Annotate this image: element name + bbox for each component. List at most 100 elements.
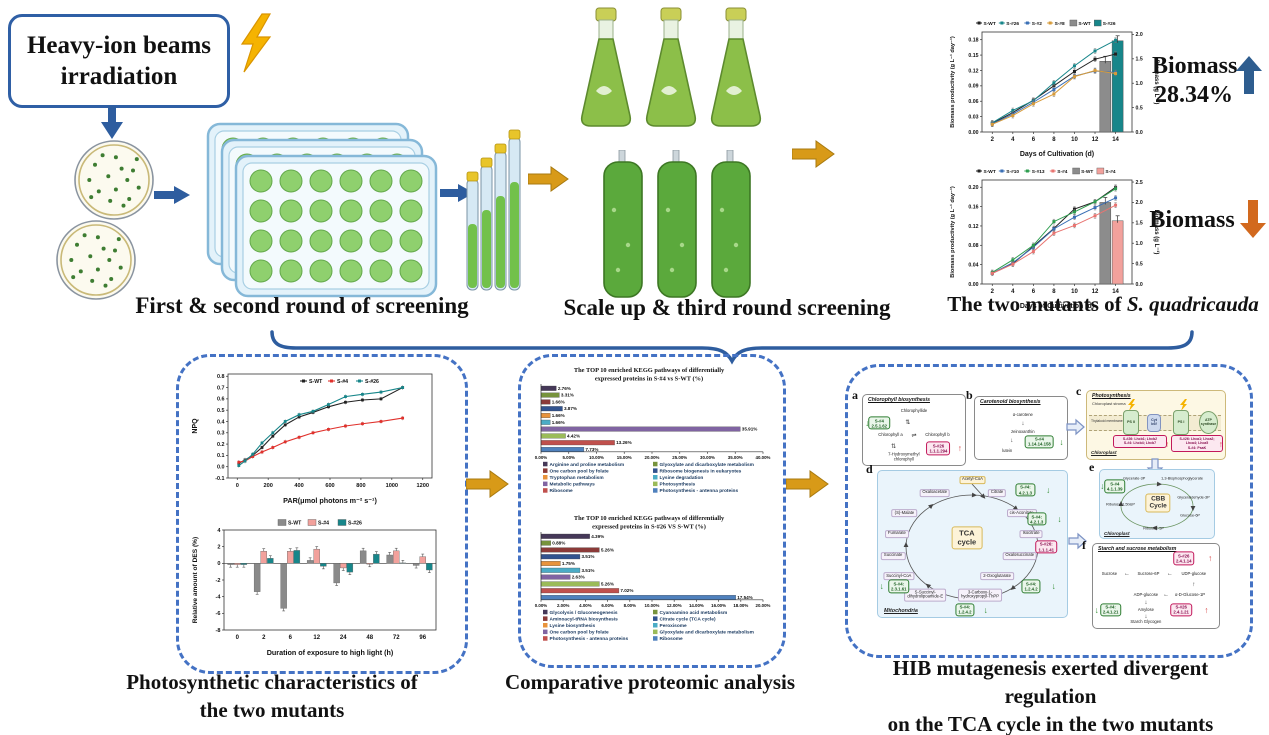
svg-text:20.00%: 20.00% [645,455,660,460]
svg-text:14.00%: 14.00% [689,603,704,608]
chlorophyll-panel: Chlorophyll biosynthesis Chlorophyllide … [862,394,966,466]
flasks-icon [580,7,762,127]
node-glucose-6p: Glucose-6P [1180,513,1200,518]
svg-text:Ribosome: Ribosome [550,488,574,494]
membrane-label: Thylakoid membrane [1091,419,1123,423]
enzyme-box: S-#4 4.1.1.39 [1104,479,1126,493]
chlorophyll-title: Chlorophyll biosynthesis [868,397,930,403]
enzyme-box: S-#26 1.1.1.294 [926,441,951,455]
svg-text:S-#26: S-#26 [348,521,362,527]
atp-synthase: ATP synthase [1199,411,1218,434]
node-starch-glycogen: Starch Glycogen [1130,619,1162,625]
down-trend-icon: ↓ [1045,484,1051,495]
panel-letter-d: d [866,462,873,476]
svg-text:14: 14 [1112,137,1119,143]
biomass-chart-s26: 0.00 0.03 0.06 0.09 0.12 0.15 0.18 0.0 0.5 1.0 1.5… [946,12,1160,164]
caption-hib-line2: on the TCA cycle in the two mutants [887,712,1214,735]
stroma-label: Chloroplast stroma [1092,401,1126,406]
svg-text:0.4: 0.4 [217,419,225,425]
up-trend-icon: ↑ [1218,438,1223,449]
arrow-right-icon [154,186,190,204]
cbb-panel: Glycerate-3P 1,3-Bisphosphoglycerate Gly… [1099,469,1215,539]
svg-text:4: 4 [217,528,221,534]
svg-text:10.00%: 10.00% [645,603,660,608]
carotenoid-title: Carotenoid biosynthesis [980,399,1041,405]
svg-text:0.5: 0.5 [1136,105,1143,111]
cbb-cycle-label: CBB Cycle [1145,493,1171,513]
mitochondria-label: Mitochondria [884,608,918,614]
hib-line2: irradiation [60,63,178,90]
caption-photo-line1: Photosynthetic characteristics of [126,670,418,694]
svg-text:25.00%: 25.00% [672,455,687,460]
enzyme-box: S-#26: 1.1.1.41 [1035,540,1057,554]
svg-text:30.00%: 30.00% [700,455,715,460]
node-thpp: 3-Carboxy-1- hydroxypropyl-ThPP [958,588,1003,602]
svg-text:Relative amount of DES (%): Relative amount of DES (%) [192,537,199,623]
arrow-up-icon [1236,56,1262,94]
svg-text:S-#4: S-#4 [1105,169,1115,175]
svg-text:The TOP 10 enriched KEGG pathw: The TOP 10 enriched KEGG pathways of dif… [574,515,725,522]
block-arrow-right-icon [466,470,509,498]
svg-text:6: 6 [1032,289,1036,295]
enzyme-box: S-#4 2.5.1.62 [868,416,891,430]
svg-text:200: 200 [264,483,273,489]
svg-text:8: 8 [1052,137,1056,143]
svg-text:0.6: 0.6 [217,397,225,403]
node-oxalosuccinate: Oxalosuccinate [1002,551,1038,560]
up-trend-icon: ↑ [1208,553,1213,564]
node-citrate: Citrate [987,488,1007,497]
svg-text:Biomass productivity (g L⁻¹ da: Biomass productivity (g L⁻¹ day⁻¹) [949,36,956,128]
svg-text:6: 6 [289,635,293,641]
svg-text:72: 72 [393,635,400,641]
petri-dish-icon [74,140,154,220]
svg-text:Duration of exposure to high l: Duration of exposure to high light (h) [267,648,394,657]
kegg-chart-s4: The TOP 10 enriched KEGG pathways of dif… [527,364,771,510]
svg-text:4: 4 [1011,137,1015,143]
svg-text:0.2: 0.2 [217,442,225,448]
svg-text:Glyoxylate and dicarboxylate m: Glyoxylate and dicarboxylate metabolism [660,462,754,468]
svg-text:6: 6 [1032,137,1036,143]
svg-text:2: 2 [217,544,220,550]
svg-text:Photosynthesis - antenna prote: Photosynthesis - antenna proteins [660,488,739,494]
svg-text:10.00%: 10.00% [589,455,604,460]
svg-text:S-WT: S-WT [309,379,323,385]
svg-text:S-#4: S-#4 [1057,169,1067,175]
panel-letter-e: e [1089,460,1095,474]
node-amylose: Amylose [1137,606,1154,612]
caption-photo-line2: the two mutants [199,698,345,722]
svg-text:0.16: 0.16 [968,204,978,210]
svg-text:0.00: 0.00 [968,282,978,288]
node-chlorophyll-b: Chlorophyll b [925,432,950,438]
up-trend-icon: ↑ [957,442,963,453]
svg-text:5.00%: 5.00% [563,455,576,460]
block-arrow-right-icon [786,470,829,498]
svg-text:0.00: 0.00 [968,130,978,136]
proteomics-panel-box [518,354,786,668]
svg-text:8: 8 [1052,289,1056,295]
svg-text:0.15: 0.15 [968,53,978,59]
svg-text:2.63%: 2.63% [572,575,585,580]
node-s-succinyl: S-Succinyl-dihydrolipoamide-E [904,588,947,602]
svg-text:2.0: 2.0 [1136,200,1143,206]
svg-text:96: 96 [419,635,426,641]
node-zeinoxanthin: zeinoxanthin [1011,428,1035,434]
svg-text:15.00%: 15.00% [617,455,632,460]
svg-text:1.66%: 1.66% [552,413,565,418]
svg-text:6.00%: 6.00% [601,603,614,608]
svg-text:0.03: 0.03 [968,114,978,120]
svg-text:3.51%: 3.51% [581,554,594,559]
svg-text:0.5: 0.5 [217,408,225,414]
svg-text:24: 24 [340,635,347,641]
svg-text:0.06: 0.06 [968,99,978,105]
up-trend-icon: ↑ [1164,438,1170,449]
down-trend-icon: ↓ [1059,436,1064,447]
svg-text:0.12: 0.12 [968,68,978,74]
svg-text:1200: 1200 [417,483,429,489]
svg-text:Biomass (g L⁻¹): Biomass (g L⁻¹) [1153,60,1160,105]
node-chlorophyll-a: Chlorophyll a [878,432,903,438]
arrow-right-icon [440,184,474,202]
node-2-oxoglutarate: 2-Oxoglutarate [980,572,1014,581]
svg-text:18.00%: 18.00% [733,603,748,608]
svg-text:Ribosome: Ribosome [660,636,684,642]
svg-text:8.00%: 8.00% [624,603,637,608]
